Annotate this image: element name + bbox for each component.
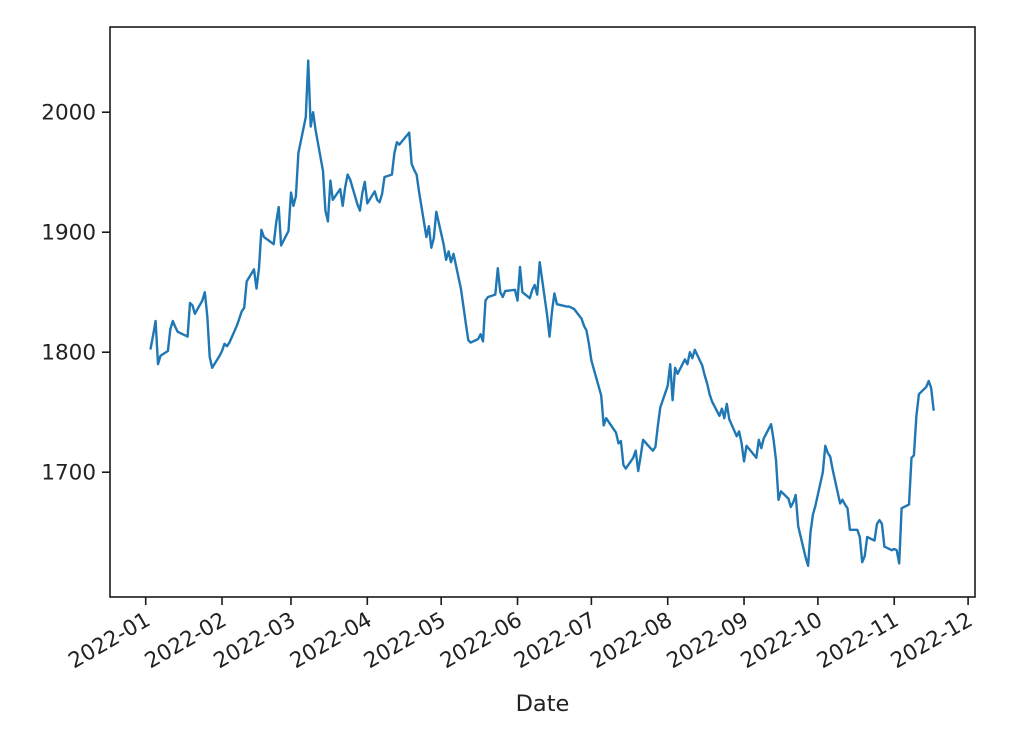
y-axis: 1700 1800 1900 2000 [41, 101, 110, 486]
y-tick-label: 2000 [41, 101, 96, 126]
y-tick-label: 1800 [41, 341, 96, 366]
y-tick-label: 1900 [41, 221, 96, 246]
y-tick-label: 1700 [41, 461, 96, 486]
price-line-series [149, 59, 935, 567]
axes-spines [109, 26, 976, 598]
x-axis-title: Date [516, 691, 570, 717]
